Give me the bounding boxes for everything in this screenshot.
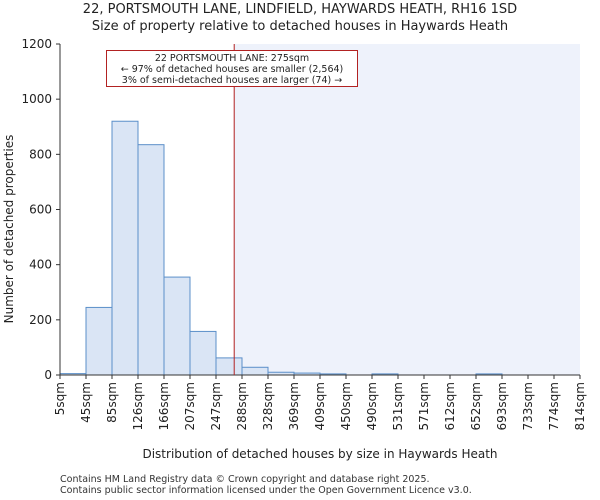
x-axis-label: Distribution of detached houses by size … xyxy=(142,447,497,461)
y-tick-label: 400 xyxy=(29,258,52,272)
y-tick-label: 1000 xyxy=(21,92,52,106)
x-tick-label: 328sqm xyxy=(261,382,275,430)
x-tick-label: 126sqm xyxy=(131,382,145,430)
histogram-bar xyxy=(241,366,269,376)
x-tick-label: 5sqm xyxy=(53,382,67,415)
annotation-line3: 3% of semi-detached houses are larger (7… xyxy=(121,75,343,86)
histogram-bar xyxy=(215,357,243,376)
annotation-line1: 22 PORTSMOUTH LANE: 275sqm xyxy=(154,53,310,64)
histogram-bar xyxy=(111,120,139,376)
x-tick-label: 814sqm xyxy=(573,382,587,430)
x-tick-label: 247sqm xyxy=(209,382,223,430)
annotation-line2: ← 97% of detached houses are smaller (2,… xyxy=(120,64,344,75)
y-axis-label: Number of detached properties xyxy=(2,135,16,324)
y-tick-label: 200 xyxy=(29,313,52,327)
y-tick-label: 1200 xyxy=(21,37,52,51)
x-tick-label: 85sqm xyxy=(105,382,119,423)
y-tick-label: 600 xyxy=(29,203,52,217)
chart-title-line1: 22, PORTSMOUTH LANE, LINDFIELD, HAYWARDS… xyxy=(82,2,518,17)
x-tick-label: 612sqm xyxy=(443,382,457,430)
x-tick-label: 45sqm xyxy=(79,382,93,423)
histogram-bar xyxy=(189,330,217,376)
footer-line2: Contains public sector information licen… xyxy=(60,485,472,496)
x-tick-label: 490sqm xyxy=(365,382,379,430)
x-tick-label: 166sqm xyxy=(157,382,171,430)
chart-title-line2: Size of property relative to detached ho… xyxy=(91,19,509,34)
x-tick-label: 571sqm xyxy=(417,382,431,430)
histogram-bar xyxy=(85,306,113,376)
x-tick-label: 652sqm xyxy=(469,382,483,430)
x-tick-label: 693sqm xyxy=(495,382,509,430)
x-tick-label: 774sqm xyxy=(547,382,561,430)
x-tick-label: 733sqm xyxy=(521,382,535,430)
footer-line1: Contains HM Land Registry data © Crown c… xyxy=(60,474,430,485)
larger-region-shade xyxy=(234,44,580,375)
y-tick-label: 800 xyxy=(29,147,52,161)
x-tick-label: 531sqm xyxy=(391,382,405,430)
x-tick-label: 369sqm xyxy=(287,382,301,430)
histogram-bar xyxy=(137,144,165,376)
x-tick-label: 207sqm xyxy=(183,382,197,430)
y-tick-label: 0 xyxy=(44,368,52,382)
x-tick-label: 288sqm xyxy=(235,382,249,430)
annotation-box: 22 PORTSMOUTH LANE: 275sqm ← 97% of deta… xyxy=(106,50,358,87)
x-tick-label: 450sqm xyxy=(339,382,353,430)
histogram-bar xyxy=(163,276,191,376)
x-tick-label: 409sqm xyxy=(313,382,327,430)
